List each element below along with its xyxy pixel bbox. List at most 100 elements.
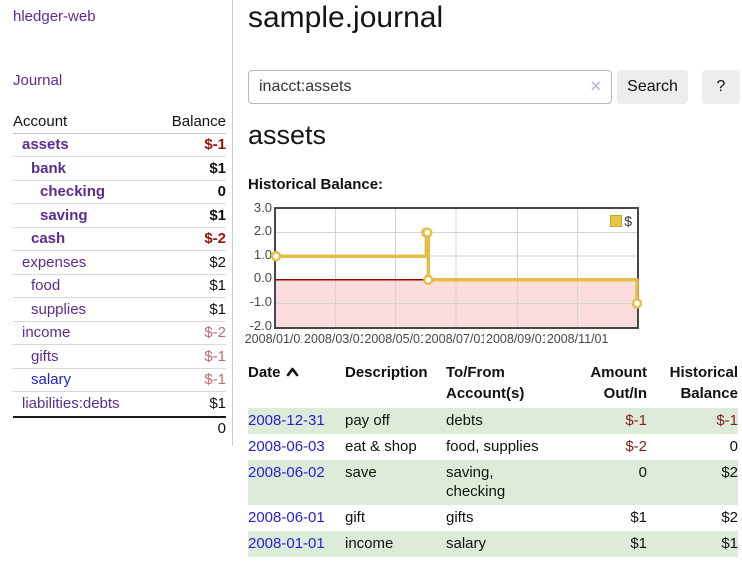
transaction-description: gift [345,509,366,526]
account-link[interactable]: bank [31,159,67,177]
transaction-balance: $2 [721,464,738,481]
chart-y-axis-label: 0.0 [253,270,272,286]
transaction-balance: $1 [721,535,738,552]
account-row: supplies $1 [13,298,226,322]
account-balance: $2 [209,253,226,271]
transaction-date-link[interactable]: 2008-06-03 [248,438,325,455]
search-input[interactable] [248,70,612,104]
account-balance: $-1 [204,371,226,389]
account-row: checking 0 [13,181,226,204]
account-link[interactable]: cash [31,230,66,248]
accounts-table: Account Balance assets $-1 bank $1 check… [13,110,226,439]
transaction-description: save [345,464,377,481]
transaction-description: pay off [345,412,390,429]
account-link[interactable]: salary [31,371,72,389]
legend-label: $ [624,213,632,229]
account-balance: $-2 [204,230,226,248]
account-link[interactable]: gifts [31,347,59,365]
account-link[interactable]: supplies [31,300,87,318]
transaction-row: 2008-12-31 pay off debts $-1 $-1 [248,408,738,434]
account-link[interactable]: food [31,277,61,295]
transaction-date-link[interactable]: 2008-06-02 [248,464,325,481]
account-balance: $1 [209,206,226,224]
account-row: gifts $-1 [13,345,226,369]
transaction-date-link[interactable]: 2008-06-01 [248,509,325,526]
register-balance-header: Historical Balance [669,364,738,402]
transaction-accounts: debts [446,412,483,429]
main-content: sample.journal × Search ? assets Histori… [243,0,742,582]
transaction-balance: 0 [729,438,738,455]
account-row: cash $-2 [13,228,226,251]
register-accounts-header: To/From Account(s) [446,364,525,402]
chart-x-axis-label: 2008/03/01 [302,332,369,346]
account-link[interactable]: checking [40,183,106,201]
account-row: liabilities:debts $1 [13,392,226,416]
account-link[interactable]: assets [22,136,69,154]
account-heading: assets [248,120,327,150]
transaction-amount: $-2 [625,438,647,455]
transaction-row: 2008-06-03 eat & shop food, supplies $-2… [248,434,738,460]
account-row: expenses $2 [13,251,226,275]
chart-y-axis-label: -2.0 [249,317,272,333]
account-balance: $-2 [204,324,226,342]
transaction-accounts: saving, checking [446,464,506,500]
chart-y-axis-label: -1.0 [249,293,272,309]
account-link[interactable]: expenses [22,253,87,271]
help-button[interactable]: ? [702,70,740,104]
transaction-accounts: salary [446,535,487,552]
account-balance: $-1 [204,347,226,365]
transaction-description: income [345,535,394,552]
transaction-description: eat & shop [345,438,417,455]
register-description-header: Description [345,364,428,381]
account-balance: $1 [209,277,226,295]
transaction-accounts: food, supplies [446,438,539,455]
chart-y-axis-label: 1.0 [253,246,272,262]
transaction-balance: $-1 [716,412,738,429]
search-button[interactable]: Search [617,70,688,104]
transaction-amount: 0 [638,464,647,481]
account-balance: $1 [209,300,226,318]
chart-x-axis-label: 2008/05/01 [362,332,429,346]
balance-chart: 3.0 2.0 1.0 0.0 -1.0 -2.0 $ 2008/01/01 2008/03… [243,200,742,352]
transaction-row: 2008-06-02 save saving, checking 0 $2 [248,460,738,505]
accounts-table-body: assets $-1 bank $1 checking 0 saving $1 … [13,134,226,416]
transaction-balance: $2 [721,509,738,526]
clear-search-icon[interactable]: × [590,76,601,96]
account-link[interactable]: liabilities:debts [22,395,120,413]
chart-legend: $ [608,212,634,230]
accounts-total-value: 0 [217,419,226,437]
register-date-header[interactable]: Date [248,362,345,408]
account-balance: 0 [217,183,226,201]
account-balance: $-1 [204,136,226,154]
historical-balance-label: Historical Balance: [248,176,384,193]
transaction-row: 2008-01-01 income salary $1 $1 [248,531,738,557]
chart-x-axis-label: 2008/07/01 [423,332,489,346]
transaction-accounts: gifts [446,509,474,526]
account-row: food $1 [13,275,226,298]
transaction-amount: $1 [630,509,647,526]
page-title: sample.journal [248,1,444,34]
account-row: salary $-1 [13,369,226,392]
transaction-amount: $1 [630,535,647,552]
transaction-amount: $-1 [625,412,647,429]
register-date-header-label: Date [248,364,281,381]
transaction-date-link[interactable]: 2008-12-31 [248,412,325,429]
register-amount-header: Amount Out/In [590,364,647,402]
register-table: Date Description To/From Account(s) Amou… [248,362,738,557]
chart-x-axis-label: 2008/01/01 [243,332,309,346]
sidebar-item-journal[interactable]: Journal [13,72,63,89]
account-row: bank $1 [13,157,226,181]
account-row: income $-2 [13,322,226,345]
transaction-date-link[interactable]: 2008-01-01 [248,535,325,552]
account-balance: $1 [209,159,226,177]
accounts-total-row: 0 [13,415,226,440]
account-row: saving $1 [13,204,226,228]
chart-y-axis-label: 2.0 [253,223,272,239]
account-link[interactable]: income [22,324,71,342]
account-balance: $1 [209,395,226,413]
legend-swatch [610,215,623,227]
account-link[interactable]: saving [40,206,88,224]
accounts-table-header: Account Balance [13,110,226,134]
app-brand-link[interactable]: hledger-web [13,8,96,25]
chart-canvas [270,209,643,327]
